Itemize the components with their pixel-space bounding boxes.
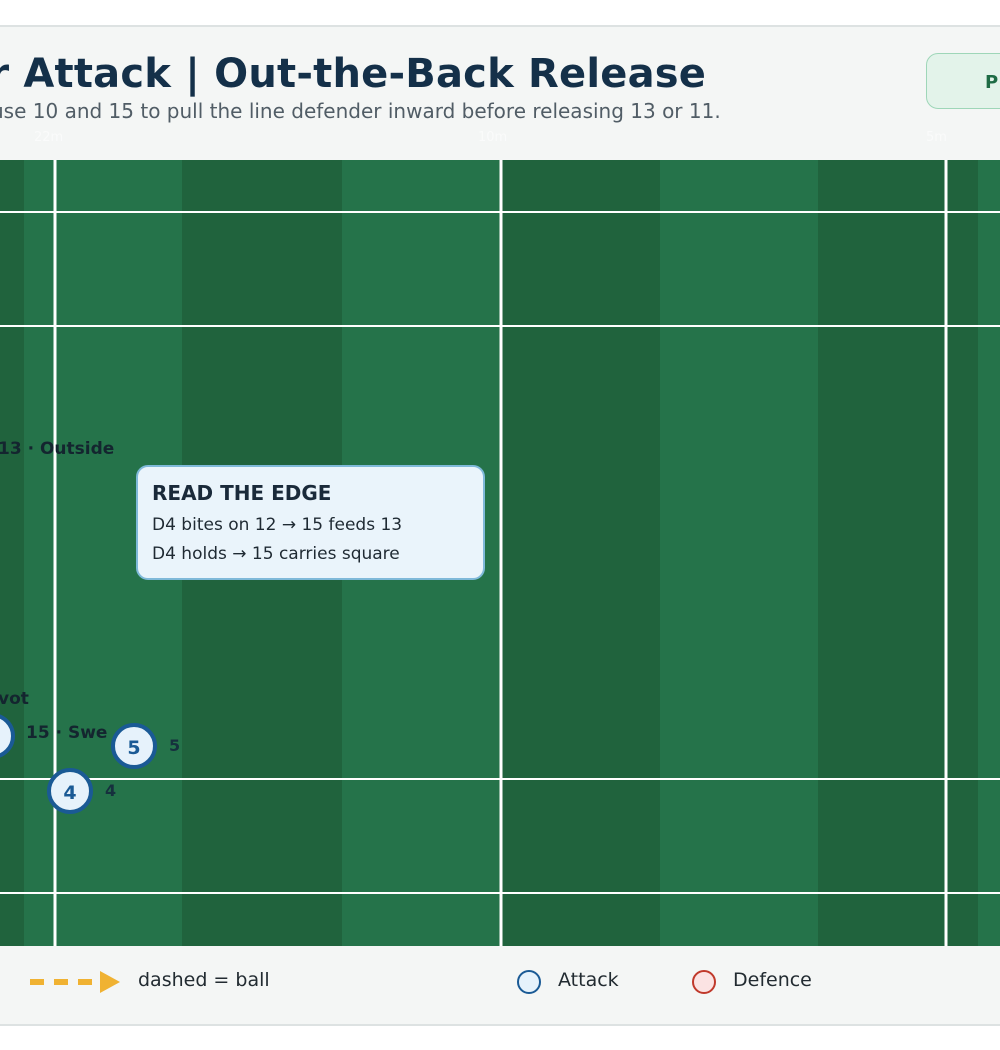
attack-player-token[interactable]: 5 — [111, 723, 157, 769]
phase-chip[interactable]: P — [926, 53, 1000, 109]
attack-player-token[interactable]: 4 — [47, 768, 93, 814]
sweep-label: 15 · Swe — [26, 723, 108, 743]
pivot-label: vot — [0, 689, 29, 709]
legend-ball-label: dashed = ball — [138, 969, 270, 991]
yard-label: 10m — [478, 130, 508, 145]
player-number: 4 — [63, 782, 77, 804]
yard-label: 22m — [34, 130, 64, 145]
yard-label: 5m — [926, 130, 947, 145]
page-title: er Attack | Out-the-Back Release — [0, 51, 707, 97]
legend: dashed = ball Attack Defence — [0, 946, 1000, 1024]
top-divider — [0, 25, 1000, 27]
callout-line-1: D4 bites on 12 → 15 feeds 13 — [152, 515, 403, 535]
legend-attack-label: Attack — [558, 969, 619, 991]
pitch: READ THE EDGE D4 bites on 12 → 15 feeds … — [0, 160, 1000, 946]
player-tag: 5 — [169, 736, 181, 755]
defence-legend-icon — [692, 970, 716, 994]
callout-line-2: D4 holds → 15 carries square — [152, 544, 400, 564]
header: er Attack | Out-the-Back Release use 10 … — [0, 27, 1000, 160]
read-the-edge-callout: READ THE EDGE D4 bites on 12 → 15 feeds … — [136, 465, 485, 580]
pitch-stripe-dark — [500, 160, 660, 946]
pitch-stripe-dark — [818, 160, 978, 946]
player-number: 5 — [127, 737, 141, 759]
legend-defence-label: Defence — [733, 969, 812, 991]
ball-pass-arrow-icon — [30, 971, 120, 993]
pitch-stripe-dark — [0, 160, 24, 946]
attack-legend-icon — [517, 970, 541, 994]
outside-label: 13 · Outside — [0, 439, 115, 459]
pitch-markings — [0, 160, 1000, 946]
callout-title: READ THE EDGE — [152, 481, 332, 505]
player-tag: 4 — [105, 781, 117, 800]
page-subtitle: use 10 and 15 to pull the line defender … — [0, 99, 721, 123]
bottom-divider — [0, 1024, 1000, 1026]
phase-chip-label: P — [985, 72, 999, 93]
